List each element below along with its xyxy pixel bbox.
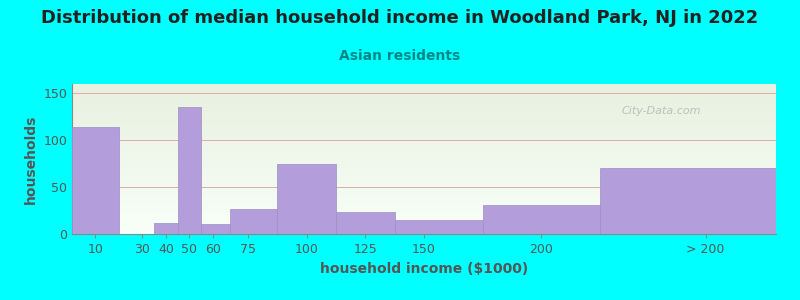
Text: Asian residents: Asian residents [339, 50, 461, 64]
Bar [278, 164, 336, 234]
Bar [201, 224, 230, 234]
Bar [154, 223, 178, 234]
Y-axis label: households: households [24, 114, 38, 204]
Bar [178, 106, 201, 234]
Bar [336, 212, 394, 234]
Bar [230, 209, 278, 234]
Text: Distribution of median household income in Woodland Park, NJ in 2022: Distribution of median household income … [42, 9, 758, 27]
Bar [482, 205, 600, 234]
Bar [72, 127, 119, 234]
Text: City-Data.com: City-Data.com [621, 106, 701, 116]
X-axis label: household income ($1000): household income ($1000) [320, 262, 528, 276]
Bar [600, 168, 776, 234]
Bar [394, 220, 482, 234]
